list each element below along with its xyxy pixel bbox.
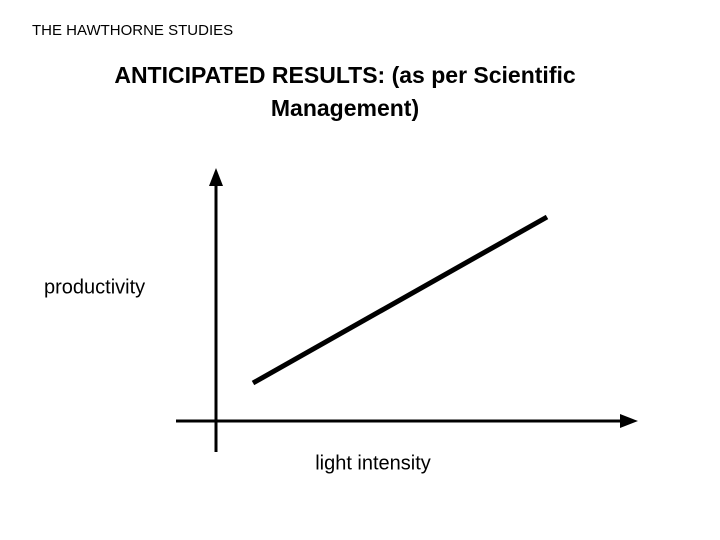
header-title: THE HAWTHORNE STUDIES xyxy=(32,22,233,39)
trend-line xyxy=(251,214,549,386)
y-axis-label: productivity xyxy=(44,276,145,298)
slide-title: ANTICIPATED RESULTS: (as per Scientific xyxy=(114,62,576,88)
slide-title: Management) xyxy=(271,95,419,121)
x-axis-arrow xyxy=(620,414,638,428)
x-axis-label: light intensity xyxy=(315,452,431,474)
y-axis-arrow xyxy=(209,168,223,186)
